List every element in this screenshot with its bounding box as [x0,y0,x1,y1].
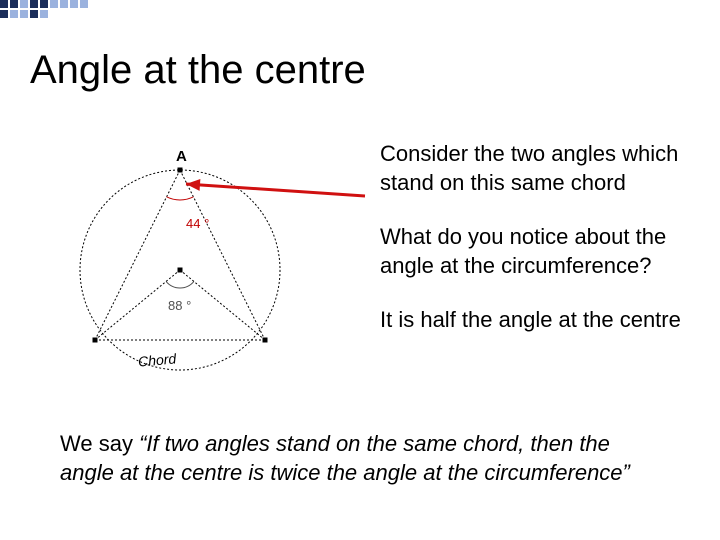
line-center-right [180,270,265,340]
bottom-statement: We say “If two angles stand on the same … [60,430,660,487]
arc-44 [167,197,194,200]
arc-88 [166,281,194,288]
circle-diagram: A 44 ° 88 ° Chord [60,130,300,390]
slide-logo [0,0,90,22]
point-2 [93,338,98,343]
body-text: Consider the two angles which stand on t… [380,140,690,361]
bottom-quote: “If two angles stand on the same chord, … [60,431,630,485]
paragraph-1: Consider the two angles which stand on t… [380,140,690,197]
slide-title: Angle at the centre [30,48,366,93]
point-3 [263,338,268,343]
line-apex-right [180,170,265,340]
diagram-svg [60,130,400,390]
arrow-line [186,184,365,196]
point-1 [178,268,183,273]
label-angle-88: 88 ° [168,298,191,313]
line-apex-left [95,170,180,340]
point-0 [178,168,183,173]
paragraph-2: What do you notice about the angle at th… [380,223,690,280]
bottom-lead: We say [60,431,139,456]
arrow-head [186,179,200,191]
label-A: A [176,148,187,165]
label-angle-44: 44 ° [186,216,209,231]
label-chord: Chord [137,350,176,369]
paragraph-3: It is half the angle at the centre [380,306,690,335]
